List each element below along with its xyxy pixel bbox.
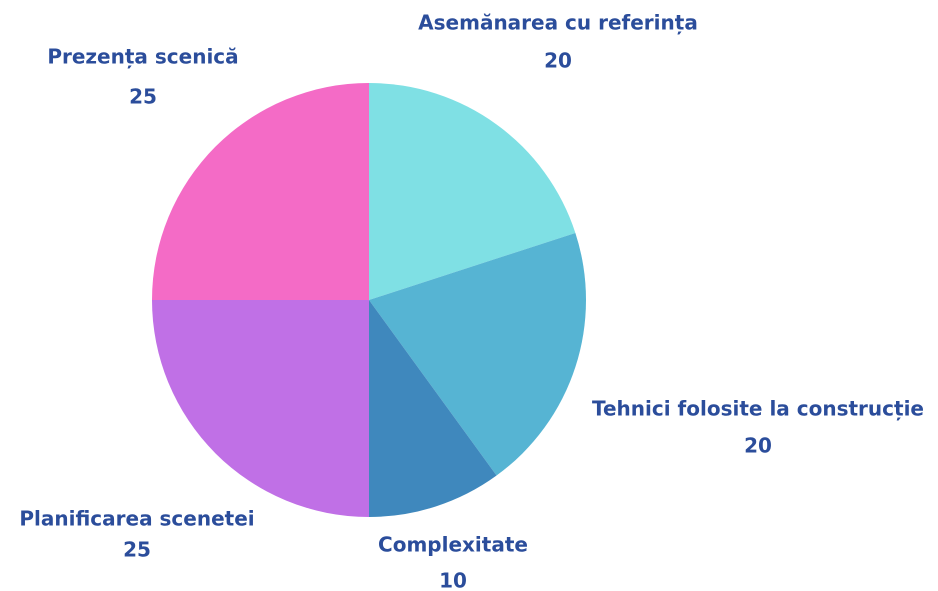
slice-label: Asemănarea cu referința (418, 11, 698, 35)
pie-slice (369, 232, 587, 476)
slice-value: 20 (744, 434, 772, 458)
slice-label: Tehnici folosite la construcție (592, 397, 924, 421)
slice-label: Prezența scenică (47, 45, 238, 69)
slice-value: 25 (123, 538, 151, 562)
slice-value: 20 (544, 49, 572, 73)
slice-label: Complexitate (378, 533, 528, 557)
pie-slice (152, 300, 369, 517)
slice-label: Planificarea scenetei (19, 507, 254, 531)
pie-slice (369, 83, 576, 300)
pie-slice (152, 83, 369, 300)
pie-slice (369, 300, 497, 517)
slice-value: 10 (439, 569, 467, 591)
slice-value: 25 (129, 85, 157, 109)
